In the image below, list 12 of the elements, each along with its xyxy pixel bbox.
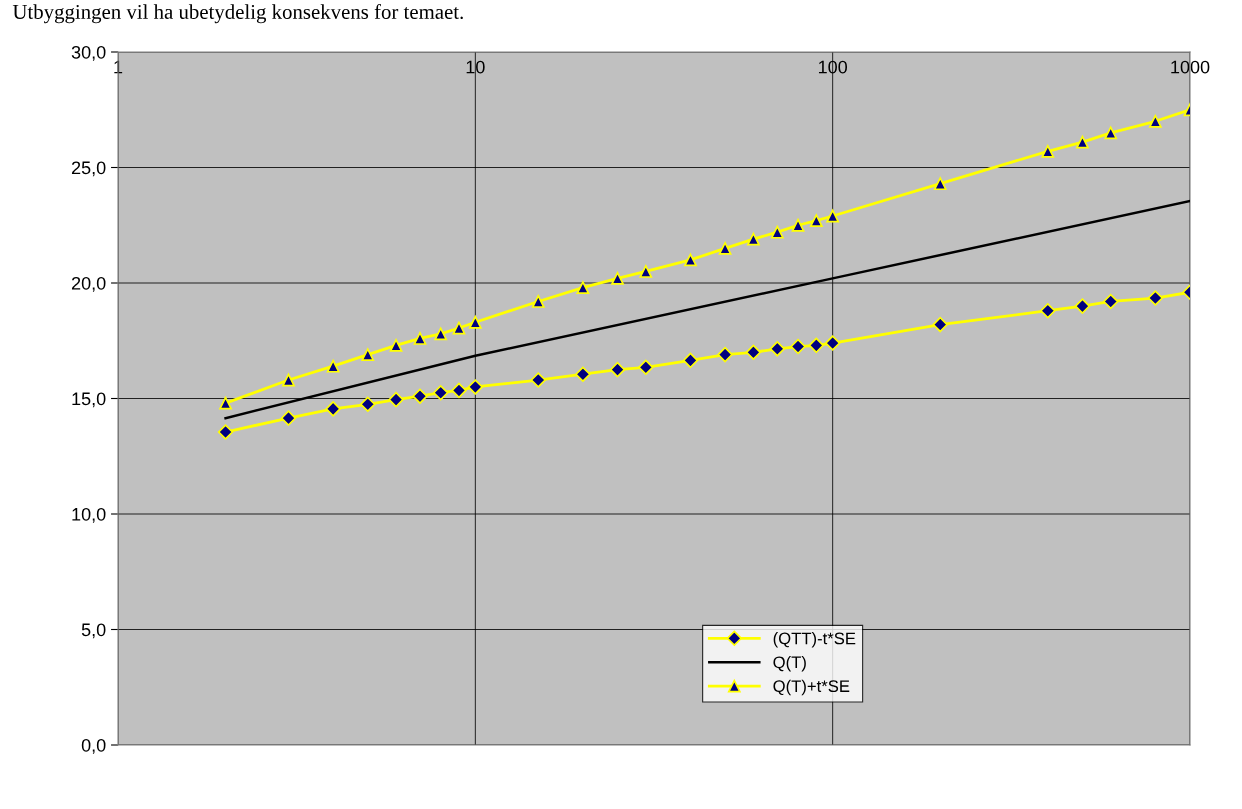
y-tick-label: 25,0 [71, 161, 106, 177]
legend-label: Q(T)+t*SE [773, 679, 850, 696]
text: Utbyggingen vil ha ubetydelig konsekvens for temaet. [12, 4, 463, 24]
y-tick-label: 30,0 [71, 45, 106, 61]
x-tick-label: 1000 [1171, 60, 1210, 74]
y-tick-label: 20,0 [71, 276, 106, 292]
y-tick-label: 0,0 [81, 738, 106, 754]
y-tick-label: 15,0 [72, 392, 106, 408]
y-tick-label: 5,0 [81, 623, 106, 639]
legend-label: Q(T) [773, 655, 806, 672]
legend-label: (QTT)-t*SE [773, 632, 856, 648]
y-tick-label: 10,0 [72, 507, 106, 523]
